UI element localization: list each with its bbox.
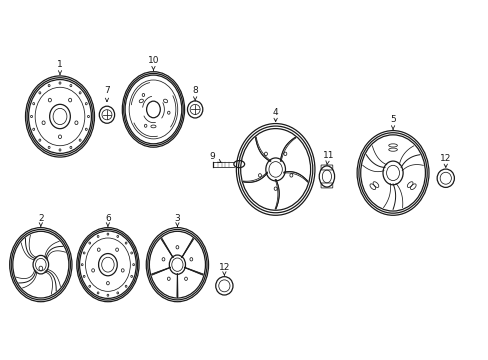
Text: 3: 3 bbox=[174, 214, 180, 226]
Text: 8: 8 bbox=[192, 86, 198, 101]
Text: 12: 12 bbox=[218, 263, 229, 275]
Text: 6: 6 bbox=[105, 214, 111, 226]
Text: 2: 2 bbox=[38, 214, 43, 226]
Text: 5: 5 bbox=[389, 115, 395, 130]
Text: 9: 9 bbox=[208, 152, 221, 163]
Text: 1: 1 bbox=[57, 60, 63, 75]
Text: 4: 4 bbox=[272, 108, 278, 122]
Text: 10: 10 bbox=[147, 56, 159, 71]
Text: 7: 7 bbox=[104, 86, 110, 102]
Text: 11: 11 bbox=[322, 150, 333, 165]
Text: 12: 12 bbox=[439, 154, 450, 167]
